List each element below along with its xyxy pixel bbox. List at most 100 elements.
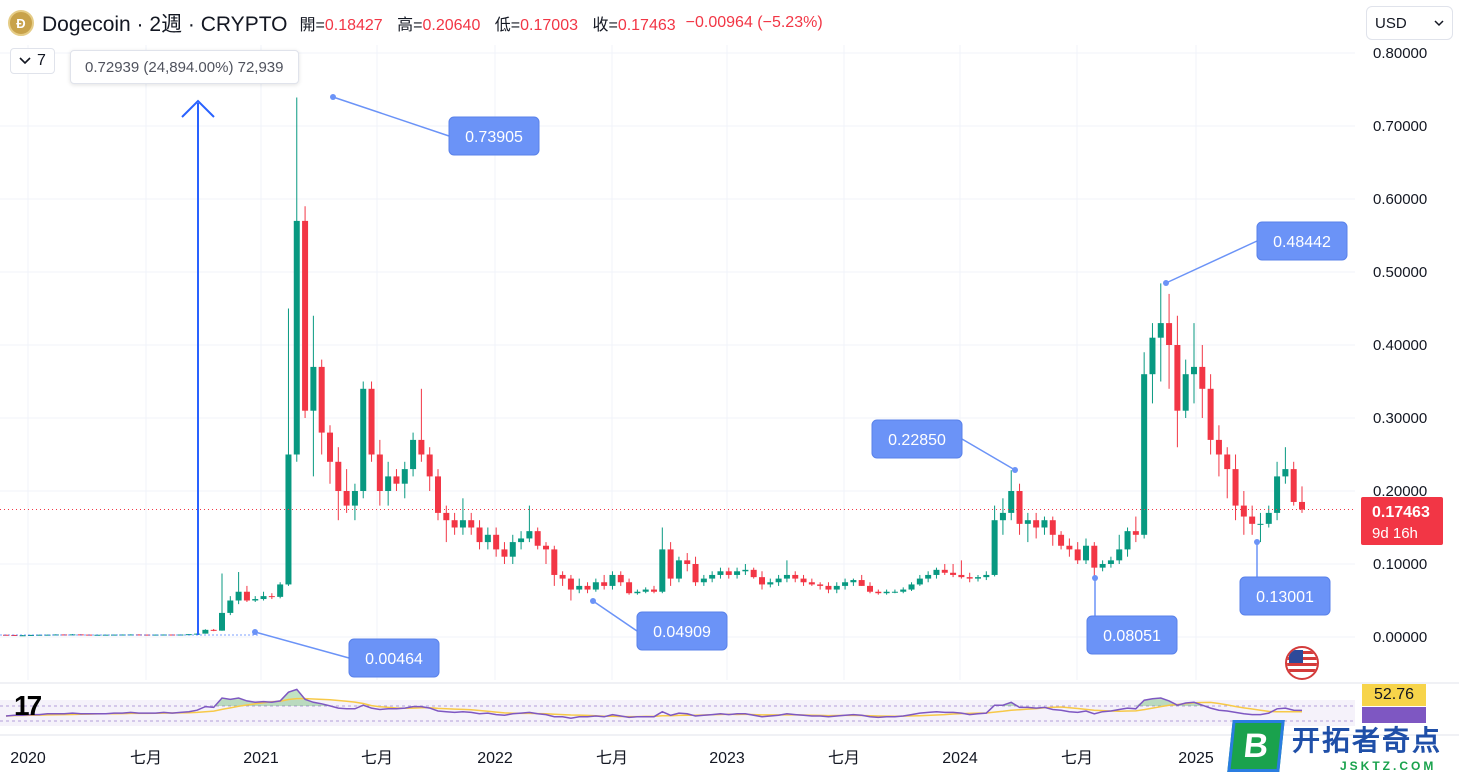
candle (152, 634, 159, 636)
candle (509, 534, 516, 564)
candle-body (152, 634, 159, 636)
candle-body (966, 577, 973, 579)
candle-body (1124, 531, 1131, 550)
candle-body (576, 585, 583, 590)
candle-body (260, 596, 267, 600)
x-tick-label: 2023 (709, 750, 745, 767)
candle (792, 571, 799, 583)
candle-body (1224, 454, 1231, 470)
callout-box (636, 611, 728, 651)
high-value: 0.20640 (422, 17, 481, 34)
candle (468, 512, 475, 535)
candle-body (1049, 520, 1056, 535)
candle (285, 308, 292, 586)
candle (252, 596, 259, 602)
candle-body (219, 612, 225, 631)
candle-body (484, 534, 491, 543)
indicator-ma-badge (1362, 707, 1426, 723)
candle (368, 381, 375, 462)
candle-body (144, 634, 151, 636)
candle (1232, 454, 1239, 521)
candle (1124, 527, 1131, 557)
us-flag-icon[interactable] (1285, 646, 1319, 680)
candle-body (642, 589, 649, 592)
candle-body (900, 589, 907, 592)
candle-body (700, 578, 707, 583)
candle (1099, 560, 1106, 572)
candle-body (867, 585, 873, 592)
candle-body (1141, 374, 1148, 535)
candle (767, 578, 774, 588)
candle-body (459, 520, 466, 528)
candle-body (302, 220, 309, 411)
candle-body (1066, 545, 1073, 550)
x-tick-label: 七月 (130, 749, 162, 767)
watermark-text: 开拓者奇点 (1292, 725, 1443, 756)
candle (642, 587, 649, 594)
candle-body (1191, 366, 1197, 375)
candle (651, 585, 657, 594)
change-value: −0.00964 (−5.23%) (685, 14, 823, 31)
candle-body (559, 574, 566, 579)
currency-select[interactable]: USD (1366, 6, 1453, 40)
candle-body (119, 634, 126, 636)
candle-body (410, 439, 417, 470)
tradingview-logo-icon[interactable]: 17 (14, 690, 42, 721)
candle-body (1265, 512, 1272, 524)
candle-body (1083, 545, 1089, 561)
candle-body (451, 520, 458, 528)
callout-label: 0.00464 (365, 651, 423, 668)
candle (559, 571, 566, 586)
candle (543, 542, 549, 564)
callout-box (1256, 221, 1348, 261)
candle (44, 634, 51, 636)
x-tick-label: 2024 (942, 750, 978, 767)
collapse-indicators-button[interactable]: 7 (10, 48, 55, 74)
candle-body (335, 461, 342, 491)
symbol-title[interactable]: Dogecoin · 2週 · CRYPTO (42, 13, 288, 36)
candle (127, 634, 134, 636)
candle-body (592, 582, 599, 590)
candle (891, 589, 898, 594)
candle (277, 582, 284, 599)
candle-body (543, 545, 549, 550)
candle-body (551, 549, 558, 575)
callout-label: 0.22850 (888, 432, 946, 449)
ohlc-legend: 開=0.18427 高=0.20640 低=0.17003 收=0.17463 (299, 11, 685, 35)
candle-body (759, 577, 765, 585)
callout-point (590, 598, 596, 604)
candle-body (526, 531, 533, 539)
price-callout: 0.73905 (330, 94, 540, 156)
candle-body (210, 629, 217, 631)
candle-body (833, 585, 840, 590)
candle (634, 589, 641, 595)
candle (1199, 345, 1206, 418)
y-tick-label: 0.40000 (1373, 337, 1427, 354)
candle (601, 574, 608, 590)
candle-body (983, 574, 990, 578)
callout-leader (592, 600, 638, 632)
candle (1033, 512, 1040, 539)
candle (850, 578, 857, 586)
candle-body (534, 531, 541, 546)
candle (1074, 542, 1081, 564)
last-price-value: 0.17463 (1372, 504, 1430, 521)
candle-body (293, 220, 300, 455)
candle-body (908, 584, 915, 590)
candle-body (426, 454, 433, 477)
candle (1058, 531, 1065, 550)
candle (1066, 538, 1073, 557)
candle (916, 574, 923, 586)
candle (219, 573, 225, 631)
candle (817, 582, 824, 590)
candle-body (651, 589, 657, 592)
candle (1174, 315, 1181, 448)
candle (36, 634, 43, 636)
candle (401, 461, 408, 499)
candle-body (501, 549, 508, 557)
candle-body (1008, 491, 1015, 513)
candle (385, 461, 392, 506)
candle (1149, 323, 1156, 404)
candle (759, 571, 765, 590)
